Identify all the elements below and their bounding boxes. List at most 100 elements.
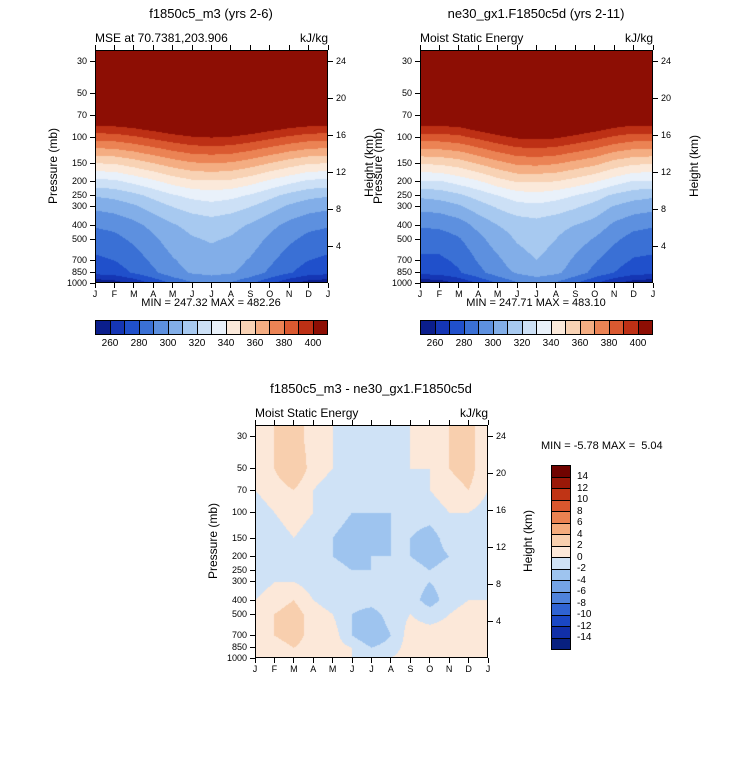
pressure-tick xyxy=(415,238,420,240)
pressure-tick xyxy=(250,599,255,601)
height-tick xyxy=(328,208,333,210)
month-tick-bottom xyxy=(429,658,431,663)
colorbar-segment xyxy=(522,321,536,334)
colorbar-tick-label: 4 xyxy=(577,528,583,540)
colorbar-segment xyxy=(183,321,197,334)
month-tick-bottom xyxy=(409,658,411,663)
colorbar-segment xyxy=(255,321,269,334)
month-tick-top xyxy=(497,45,499,50)
colorbar-tick-label: -10 xyxy=(577,609,592,620)
month-tick-label: J xyxy=(252,664,258,674)
pressure-tick xyxy=(90,272,95,274)
month-tick-bottom xyxy=(448,658,450,663)
month-tick-label: M xyxy=(130,289,138,299)
panel2-minmax-text: MIN = 247.71 MAX = 483.10 xyxy=(466,297,606,309)
colorbar-tick-label: 340 xyxy=(217,338,235,349)
colorbar-segment xyxy=(580,321,594,334)
colorbar-tick-label: -6 xyxy=(577,586,586,597)
month-tick-bottom xyxy=(574,283,576,288)
colorbar-tick-label: 2 xyxy=(577,540,583,551)
contour-field-canvas xyxy=(255,425,488,658)
pressure-tick-label: 200 xyxy=(71,175,87,186)
height-tick xyxy=(328,171,333,173)
pressure-tick-label: 1000 xyxy=(66,277,87,288)
pressure-tick xyxy=(250,512,255,514)
panel3-height-axis-title: Height (km) xyxy=(521,509,535,573)
colorbar-segment xyxy=(552,615,570,626)
panel2-height-axis-title: Height (km) xyxy=(687,134,701,198)
month-tick-bottom xyxy=(555,283,557,288)
colorbar-segment xyxy=(552,627,570,638)
month-tick-top xyxy=(269,45,271,50)
panel2-pressure-axis-title: Pressure (mb) xyxy=(371,127,385,205)
month-tick-top xyxy=(249,45,251,50)
month-tick-bottom xyxy=(536,283,537,288)
month-tick-bottom xyxy=(419,283,421,288)
pressure-tick-label: 300 xyxy=(396,201,412,212)
month-tick-top xyxy=(448,420,450,425)
pressure-tick xyxy=(250,581,255,583)
month-tick-bottom xyxy=(516,283,518,288)
pressure-tick xyxy=(250,569,255,571)
month-tick-top xyxy=(191,45,193,50)
month-tick-bottom xyxy=(332,658,334,663)
colorbar-tick-label: 14 xyxy=(577,471,589,482)
colorbar-segment xyxy=(125,321,139,334)
height-tick-label: 16 xyxy=(661,129,672,140)
pressure-tick-label: 200 xyxy=(396,175,412,186)
panel3-contour-plot: 30 50 70 100 150 200 250 300 400 500 700 850 1000 24 2… xyxy=(227,420,506,674)
pressure-tick-label: 500 xyxy=(231,608,247,619)
month-tick-label: D xyxy=(305,289,312,299)
colorbar-tick-label: 360 xyxy=(571,338,589,349)
pressure-tick xyxy=(90,61,95,63)
colorbar-tick-label: -8 xyxy=(577,597,586,609)
colorbar-segment xyxy=(552,523,570,534)
colorbar-segment xyxy=(551,321,565,334)
panel1-contour-plot: 30 50 70 100 150 200 250 300 400 500 700 850 1000 24 2… xyxy=(67,45,346,299)
colorbar-segment xyxy=(479,321,493,334)
pressure-tick-label: 30 xyxy=(76,56,87,67)
pressure-tick xyxy=(415,137,420,139)
month-tick-label: A xyxy=(310,664,317,674)
month-tick-top xyxy=(273,420,275,425)
height-tick xyxy=(488,509,493,511)
panel1-units-label: kJ/kg xyxy=(299,31,328,45)
colorbar-segment xyxy=(154,321,168,334)
month-tick-top xyxy=(487,420,489,425)
colorbar-strip xyxy=(95,320,328,335)
pressure-tick-label: 300 xyxy=(231,576,247,587)
month-tick-label: J xyxy=(534,289,539,299)
month-tick-bottom xyxy=(477,283,479,288)
pressure-tick xyxy=(250,613,255,615)
pressure-tick xyxy=(250,647,255,649)
month-tick-label: J xyxy=(325,289,331,299)
month-tick-label: J xyxy=(189,289,195,299)
pressure-tick-label: 1000 xyxy=(391,277,412,288)
month-tick-label: A xyxy=(150,289,157,299)
month-tick-bottom xyxy=(594,283,596,288)
contour-field-canvas xyxy=(420,50,653,283)
pressure-tick xyxy=(250,555,255,557)
month-tick-top xyxy=(633,45,635,50)
height-tick-label: 16 xyxy=(496,504,507,515)
month-tick-bottom xyxy=(293,658,295,663)
month-tick-label: S xyxy=(572,289,579,299)
pressure-tick xyxy=(250,634,255,636)
month-tick-bottom xyxy=(371,658,372,663)
colorbar-segment xyxy=(537,321,551,334)
colorbar-segment xyxy=(552,512,570,523)
month-tick-bottom xyxy=(390,658,392,663)
colorbar-segment xyxy=(299,321,313,334)
colorbar-segment xyxy=(552,489,570,500)
month-tick-label: N xyxy=(445,664,453,674)
month-tick-top xyxy=(652,45,654,50)
height-tick-label: 8 xyxy=(661,203,667,214)
month-tick-label: N xyxy=(610,289,618,299)
pressure-tick-label: 70 xyxy=(236,484,247,495)
month-tick-bottom xyxy=(152,283,154,288)
height-tick-label: 4 xyxy=(496,615,502,626)
panel3-units-label: kJ/kg xyxy=(459,406,488,420)
month-tick-bottom xyxy=(351,658,353,663)
colorbar-segment xyxy=(552,546,570,557)
